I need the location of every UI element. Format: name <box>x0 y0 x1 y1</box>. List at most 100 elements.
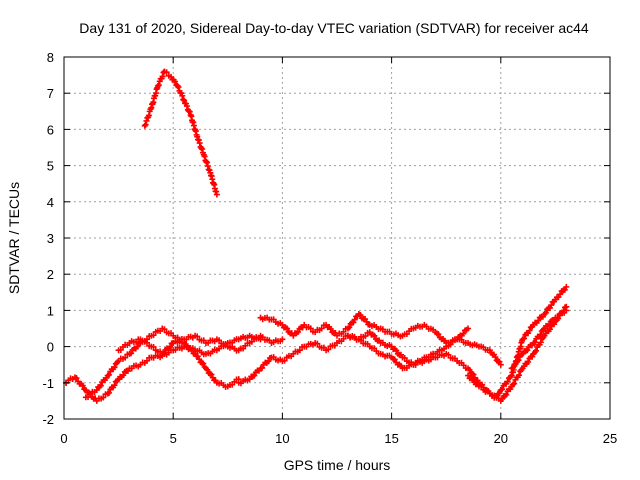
data-point-marker <box>175 84 182 91</box>
data-point-marker <box>557 291 564 298</box>
data-point-marker <box>79 382 86 389</box>
data-point-marker <box>171 78 178 85</box>
data-point-marker <box>340 328 347 335</box>
data-point-marker <box>194 133 201 140</box>
data-point-marker <box>204 366 211 373</box>
data-point-marker <box>532 347 539 354</box>
data-point-marker <box>208 371 215 378</box>
data-point-marker <box>122 354 129 361</box>
data-point-marker <box>155 82 162 89</box>
data-point-marker <box>525 359 532 366</box>
data-point-marker <box>327 325 334 332</box>
data-point-marker <box>466 366 473 373</box>
data-point-marker <box>478 383 485 390</box>
data-point-marker <box>259 364 266 371</box>
data-point-marker <box>516 372 522 379</box>
data-point-marker <box>563 283 570 290</box>
data-point-marker <box>200 360 207 367</box>
data-point-marker <box>174 82 181 89</box>
y-axis-ticks: -2 -1 0 1 2 3 4 5 6 7 8 <box>42 50 610 427</box>
x-axis-ticks: 0 5 10 15 20 25 <box>60 57 617 446</box>
data-point-marker <box>497 361 504 368</box>
data-point-marker <box>435 331 442 338</box>
data-point-marker <box>196 356 203 363</box>
data-point-marker <box>181 97 188 104</box>
y-tick-label: 8 <box>47 50 54 65</box>
data-point-marker <box>128 350 135 357</box>
data-point-marker <box>195 137 202 144</box>
data-point-marker <box>281 357 288 364</box>
data-point-marker <box>143 339 150 346</box>
data-markers <box>63 68 570 404</box>
data-point-marker <box>496 390 503 397</box>
data-point-marker <box>493 394 500 401</box>
data-point-marker <box>150 343 157 350</box>
data-point-marker <box>492 354 499 361</box>
y-tick-label: 7 <box>47 86 54 101</box>
data-point-marker <box>145 112 152 119</box>
data-point-marker <box>186 108 193 115</box>
data-point-marker <box>120 372 127 379</box>
data-point-marker <box>346 324 353 331</box>
data-point-marker <box>213 191 220 198</box>
data-point-marker <box>371 332 378 339</box>
data-point-marker <box>307 325 314 332</box>
data-point-marker <box>141 122 148 129</box>
y-tick-label: 1 <box>47 303 54 318</box>
data-point-marker <box>111 382 118 389</box>
data-point-marker <box>504 378 511 385</box>
series-track-d <box>257 311 504 368</box>
series-track-b <box>82 325 242 401</box>
data-point-marker <box>180 96 187 103</box>
data-point-marker <box>97 382 104 389</box>
y-tick-label: 4 <box>47 195 54 210</box>
data-point-marker <box>204 159 211 166</box>
series-track-h <box>508 307 570 372</box>
data-point-marker <box>201 153 208 160</box>
data-point-marker <box>284 325 291 332</box>
data-point-marker <box>351 316 358 323</box>
data-point-marker <box>362 333 369 340</box>
data-point-marker <box>314 340 321 347</box>
data-point-marker <box>154 82 161 89</box>
data-point-marker <box>265 358 272 365</box>
data-point-marker <box>143 117 150 124</box>
data-point-marker <box>542 309 549 316</box>
data-point-marker <box>296 347 303 354</box>
data-point-marker <box>515 357 522 364</box>
data-point-marker <box>203 158 210 165</box>
data-point-marker <box>106 371 113 378</box>
data-point-marker <box>150 332 157 339</box>
data-point-marker <box>496 358 503 365</box>
data-point-marker <box>100 394 107 401</box>
series-track-high <box>141 68 220 198</box>
x-axis-label: GPS time / hours <box>284 457 391 473</box>
data-point-marker <box>503 391 510 398</box>
data-point-marker <box>393 347 400 354</box>
data-point-marker <box>279 336 286 343</box>
x-tick-label: 10 <box>275 431 289 446</box>
data-point-marker <box>142 121 149 128</box>
data-point-marker <box>546 321 553 328</box>
data-point-marker <box>524 347 531 354</box>
data-point-marker <box>460 330 467 337</box>
x-tick-label: 15 <box>384 431 398 446</box>
data-point-marker <box>295 328 301 335</box>
y-tick-label: -1 <box>42 376 54 391</box>
y-axis-label: SDTVAR / TECUs <box>6 182 22 294</box>
data-point-marker <box>447 341 454 348</box>
data-point-marker <box>469 376 476 383</box>
y-tick-label: 3 <box>47 231 54 246</box>
data-point-marker <box>445 351 452 358</box>
data-point-marker <box>537 331 544 338</box>
data-point-marker <box>554 314 561 321</box>
data-point-marker <box>134 343 141 350</box>
data-point-marker <box>160 350 167 357</box>
y-tick-label: 6 <box>47 122 54 137</box>
series-track-c <box>115 332 286 357</box>
data-point-marker <box>510 364 517 371</box>
x-tick-label: 20 <box>494 431 508 446</box>
data-point-marker <box>526 327 533 334</box>
data-point-marker <box>537 339 544 346</box>
